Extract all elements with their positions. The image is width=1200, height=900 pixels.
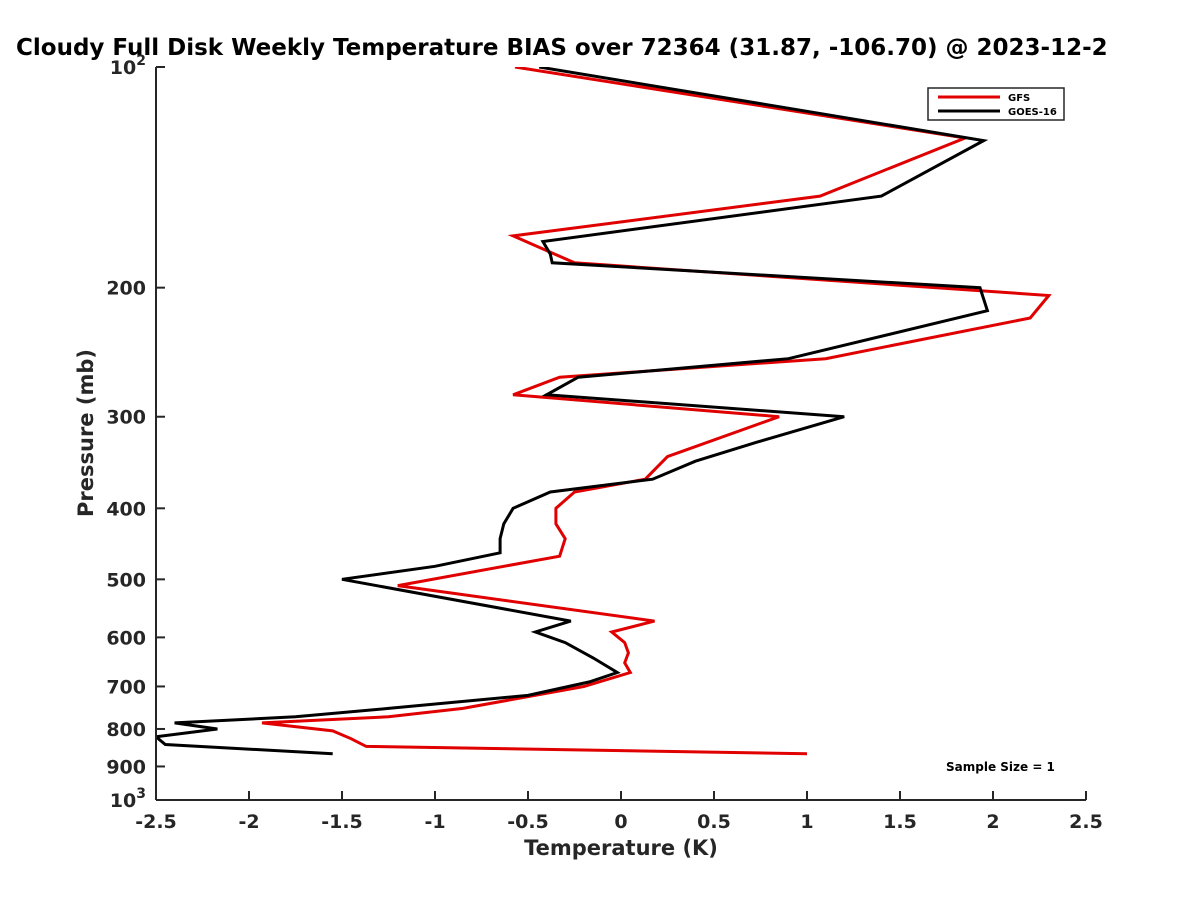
x-tick-label: -1.5 — [321, 811, 363, 833]
x-tick-label: 1 — [800, 811, 813, 833]
x-tick-label: 1.5 — [883, 811, 917, 833]
x-tick-label: 2.5 — [1069, 811, 1103, 833]
series-layer — [156, 67, 1052, 756]
y-tick-label: 500 — [106, 569, 146, 591]
y-tick-label: 200 — [106, 278, 146, 300]
y-tick-label: 800 — [106, 719, 146, 741]
y-axis-label: Pressure (mb) — [74, 349, 98, 517]
x-tick-label: -2.5 — [135, 811, 177, 833]
x-axis-label: Temperature (K) — [524, 836, 718, 860]
x-tick-label: -2 — [238, 811, 259, 833]
legend-entry: GFS — [1008, 93, 1030, 104]
x-tick-label: 0.5 — [697, 811, 731, 833]
y-tick-label: 600 — [106, 627, 146, 649]
y-tick-label: 103 — [110, 786, 146, 812]
x-tick-label: 2 — [986, 811, 999, 833]
x-tick-label: -0.5 — [507, 811, 549, 833]
series-line-gfs — [261, 67, 1052, 756]
y-tick-label: 102 — [110, 53, 146, 79]
legend: GFS GOES-16 — [927, 87, 1065, 121]
legend-box — [927, 87, 1065, 121]
legend-entry: GOES-16 — [1008, 107, 1057, 118]
x-tick-label: -1 — [424, 811, 445, 833]
series-line-goes-16 — [156, 67, 990, 756]
axes-layer: -2.5 -2 -1.5 -1 -0.5 0 0.5 1 1.5 2 2.5 102 200 300 400… — [106, 53, 1103, 833]
x-tick-label: 0 — [614, 811, 627, 833]
chart-title: Cloudy Full Disk Weekly Temperature BIAS… — [16, 35, 1108, 61]
sample-size-note: Sample Size = 1 — [946, 760, 1055, 774]
y-tick-label: 700 — [106, 676, 146, 698]
y-tick-label: 400 — [106, 498, 146, 520]
y-tick-label: 300 — [106, 407, 146, 429]
y-tick-label: 900 — [106, 756, 146, 778]
